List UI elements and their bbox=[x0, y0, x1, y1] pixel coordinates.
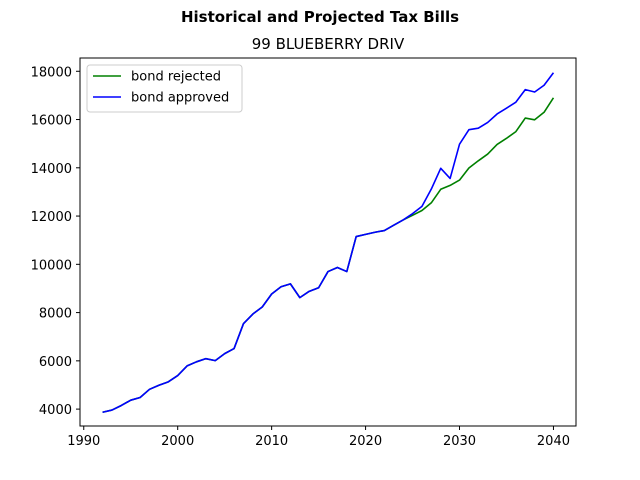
series-line-0 bbox=[102, 97, 555, 414]
legend-box bbox=[86, 64, 243, 113]
y-tick-label: 16000 bbox=[31, 114, 72, 129]
legend: bond rejected bond approved bbox=[86, 64, 243, 113]
y-axis: 4000 6000 8000 10000 12000 14000 16000 18000 bbox=[31, 65, 80, 418]
x-axis: 1990 2000 2010 2020 2030 2040 bbox=[67, 426, 570, 449]
series-lines bbox=[102, 72, 555, 414]
y-tick-label: 10000 bbox=[31, 258, 72, 273]
y-tick-label: 14000 bbox=[31, 162, 72, 177]
x-tick-label: 2010 bbox=[255, 434, 288, 449]
y-tick-label: 18000 bbox=[31, 65, 72, 80]
plot-frame bbox=[79, 57, 577, 427]
chart-suptitle: Historical and Projected Tax Bills bbox=[181, 8, 459, 26]
y-tick-label: 8000 bbox=[39, 307, 72, 322]
legend-label: bond rejected bbox=[131, 70, 221, 85]
x-tick-label: 1990 bbox=[67, 434, 100, 449]
x-tick-label: 2020 bbox=[349, 434, 382, 449]
x-tick-label: 2000 bbox=[161, 434, 194, 449]
y-tick-label: 12000 bbox=[31, 210, 72, 225]
legend-label: bond approved bbox=[131, 91, 229, 106]
x-tick-label: 2040 bbox=[537, 434, 570, 449]
y-tick-label: 4000 bbox=[39, 403, 72, 418]
series-line-1 bbox=[102, 72, 555, 414]
chart-title: 99 BLUEBERRY DRIV bbox=[252, 35, 405, 53]
x-tick-label: 2030 bbox=[443, 434, 476, 449]
y-tick-label: 6000 bbox=[39, 355, 72, 370]
